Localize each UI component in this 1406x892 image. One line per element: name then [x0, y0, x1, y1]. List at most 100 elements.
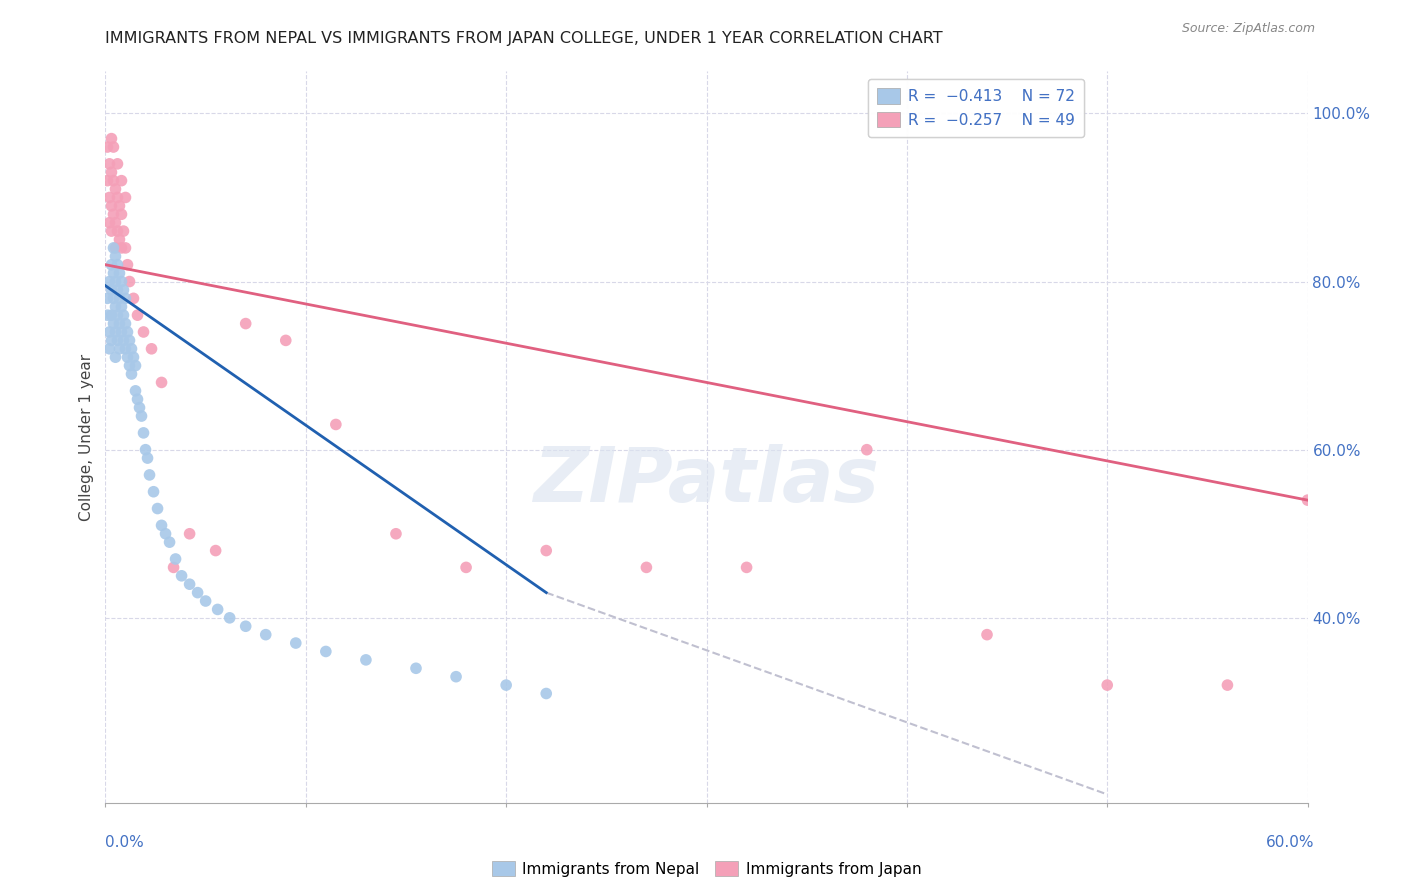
- Text: ZIPatlas: ZIPatlas: [533, 444, 880, 518]
- Point: [274, 334, 297, 348]
- Point: [194, 594, 217, 608]
- Point: [218, 611, 240, 625]
- Point: [150, 518, 173, 533]
- Point: [138, 467, 160, 482]
- Point: [117, 350, 139, 364]
- Point: [103, 291, 125, 305]
- Point: [104, 182, 127, 196]
- Point: [735, 560, 758, 574]
- Point: [636, 560, 658, 574]
- Point: [187, 585, 209, 599]
- Point: [112, 334, 135, 348]
- Point: [110, 174, 132, 188]
- Point: [107, 157, 129, 171]
- Point: [108, 317, 131, 331]
- Point: [114, 342, 136, 356]
- Point: [110, 275, 132, 289]
- Point: [103, 207, 125, 221]
- Point: [155, 526, 177, 541]
- Point: [284, 636, 307, 650]
- Point: [127, 392, 149, 407]
- Point: [1216, 678, 1239, 692]
- Point: [315, 644, 337, 658]
- Point: [1097, 678, 1119, 692]
- Point: [104, 350, 127, 364]
- Point: [107, 224, 129, 238]
- Text: 60.0%: 60.0%: [1267, 836, 1315, 850]
- Point: [118, 334, 141, 348]
- Point: [112, 308, 135, 322]
- Point: [122, 350, 145, 364]
- Point: [354, 653, 377, 667]
- Point: [103, 266, 125, 280]
- Point: [405, 661, 427, 675]
- Point: [121, 367, 143, 381]
- Point: [96, 291, 118, 305]
- Point: [159, 535, 181, 549]
- Point: [110, 325, 132, 339]
- Point: [96, 140, 118, 154]
- Point: [114, 317, 136, 331]
- Legend: R =  −0.413    N = 72, R =  −0.257    N = 49: R = −0.413 N = 72, R = −0.257 N = 49: [868, 79, 1084, 137]
- Point: [108, 342, 131, 356]
- Point: [124, 384, 146, 398]
- Point: [110, 241, 132, 255]
- Point: [103, 317, 125, 331]
- Point: [118, 359, 141, 373]
- Point: [117, 325, 139, 339]
- Point: [534, 686, 557, 700]
- Point: [104, 275, 127, 289]
- Point: [325, 417, 347, 432]
- Point: [107, 190, 129, 204]
- Point: [107, 283, 129, 297]
- Point: [112, 283, 135, 297]
- Point: [855, 442, 877, 457]
- Point: [207, 602, 229, 616]
- Point: [110, 207, 132, 221]
- Point: [104, 249, 127, 263]
- Point: [98, 157, 121, 171]
- Point: [534, 543, 557, 558]
- Text: Source: ZipAtlas.com: Source: ZipAtlas.com: [1181, 22, 1315, 36]
- Point: [100, 224, 122, 238]
- Point: [204, 543, 226, 558]
- Point: [104, 300, 127, 314]
- Point: [170, 569, 193, 583]
- Point: [235, 317, 257, 331]
- Point: [122, 291, 145, 305]
- Point: [132, 325, 155, 339]
- Point: [100, 334, 122, 348]
- Point: [112, 224, 135, 238]
- Point: [179, 526, 201, 541]
- Point: [128, 401, 150, 415]
- Point: [100, 199, 122, 213]
- Point: [136, 451, 159, 466]
- Point: [103, 140, 125, 154]
- Point: [385, 526, 408, 541]
- Point: [98, 325, 121, 339]
- Point: [495, 678, 517, 692]
- Point: [254, 627, 277, 641]
- Point: [108, 266, 131, 280]
- Point: [100, 165, 122, 179]
- Point: [131, 409, 153, 423]
- Point: [1296, 493, 1319, 508]
- Point: [98, 216, 121, 230]
- Point: [104, 216, 127, 230]
- Point: [114, 291, 136, 305]
- Point: [150, 376, 173, 390]
- Point: [108, 291, 131, 305]
- Point: [135, 442, 157, 457]
- Point: [96, 308, 118, 322]
- Point: [179, 577, 201, 591]
- Point: [107, 258, 129, 272]
- Point: [146, 501, 169, 516]
- Point: [98, 275, 121, 289]
- Point: [454, 560, 477, 574]
- Point: [235, 619, 257, 633]
- Point: [96, 174, 118, 188]
- Point: [98, 342, 121, 356]
- Point: [162, 560, 184, 574]
- Point: [121, 342, 143, 356]
- Point: [110, 300, 132, 314]
